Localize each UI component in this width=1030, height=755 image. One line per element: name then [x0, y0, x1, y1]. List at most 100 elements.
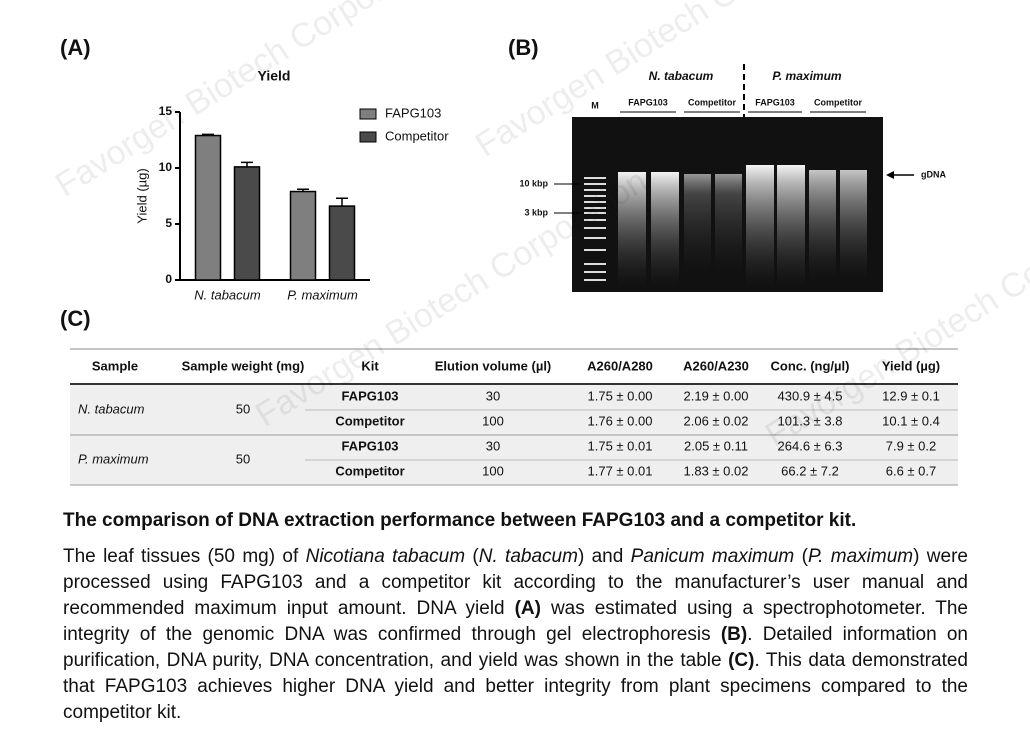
size-label: 3 kbp — [524, 207, 548, 217]
table-cell: 1.83 ± 0.02 — [684, 463, 749, 478]
figure: (A) (B) (C) Yield Yield (µg) 0 5 10 15 N. ta… — [49, 0, 1030, 486]
panel-label: (A) — [60, 35, 91, 60]
sample-name: N. tabacum — [78, 401, 145, 416]
table-cell: 2.06 ± 0.02 — [684, 413, 749, 428]
error-bar — [202, 133, 214, 136]
y-tick-label: 15 — [159, 104, 173, 118]
kit-name: FAPG103 — [341, 438, 398, 453]
table-cell: 1.75 ± 0.00 — [588, 388, 653, 403]
gel-group-label: N. tabacum — [649, 69, 714, 83]
table-cell: 264.6 ± 6.3 — [778, 438, 843, 453]
table-header: A260/A230 — [683, 358, 749, 373]
bar — [289, 190, 317, 281]
table-cell: 30 — [486, 438, 500, 453]
gel-lane — [809, 170, 836, 280]
x-tick-label: N. tabacum — [194, 287, 261, 302]
gel-lane — [840, 170, 867, 280]
caption-heading: The comparison of DNA extraction perform… — [63, 510, 857, 531]
gel-image: N. tabacum P. maximum M FAPG103 Competit… — [519, 64, 946, 292]
sample-name: P. maximum — [78, 451, 149, 466]
legend-label: FAPG103 — [385, 105, 441, 120]
panel-label: (C) — [60, 306, 91, 331]
gel-lane — [746, 165, 774, 287]
table-cell: 12.9 ± 0.1 — [882, 388, 940, 403]
gel-lane — [715, 174, 742, 274]
y-tick-label: 5 — [165, 216, 172, 230]
bar — [328, 205, 356, 281]
text: was estimated using a spectrophotometer.… — [63, 598, 968, 645]
species-name: Nicotiana tabacum — [305, 546, 466, 567]
table-cell: 10.1 ± 0.4 — [882, 413, 940, 428]
table-cell: 6.6 ± 0.7 — [886, 463, 937, 478]
table-cell: 2.19 ± 0.00 — [684, 388, 749, 403]
table-header: Sample — [92, 358, 138, 373]
table-cell: 1.77 ± 0.01 — [588, 463, 653, 478]
size-label: 10 kbp — [519, 178, 548, 188]
table-cell: 101.3 ± 3.8 — [778, 413, 843, 428]
data-table: Sample Sample weight (mg) Kit Elution volum… — [70, 348, 958, 486]
legend-swatch — [359, 108, 377, 120]
bar — [194, 134, 222, 281]
error-bar — [241, 161, 253, 167]
band-arrowhead — [886, 171, 894, 179]
table-cell: 7.9 ± 0.2 — [886, 438, 937, 453]
sample-weight: 50 — [236, 401, 250, 416]
panel-ref: (B) — [720, 624, 748, 645]
y-tick-label: 0 — [165, 272, 172, 286]
text: . Detailed information on purification, … — [63, 624, 968, 671]
text: . This data demonstrated that FAPG103 ac… — [63, 650, 968, 723]
band-label: gDNA — [921, 169, 946, 179]
table-cell: 2.05 ± 0.11 — [684, 438, 748, 453]
kit-name: Competitor — [335, 463, 404, 478]
y-axis-label: Yield (µg) — [134, 168, 149, 223]
text: The leaf tissues (50 mg) of — [63, 546, 306, 567]
bar — [233, 166, 261, 281]
table-cell: 100 — [482, 413, 504, 428]
table-header: Sample weight (mg) — [182, 358, 305, 373]
lane-label: Competitor — [814, 97, 862, 107]
marker-label: M — [591, 100, 599, 110]
caption: The comparison of DNA extraction perform… — [63, 508, 968, 726]
kit-name: FAPG103 — [341, 388, 398, 403]
chart-title: Yield — [258, 68, 291, 84]
table-header: Yield (µg) — [882, 358, 940, 373]
gel-group-label: P. maximum — [772, 69, 841, 83]
x-tick-label: P. maximum — [287, 287, 358, 302]
panel-label: (B) — [508, 35, 539, 60]
caption-body: The leaf tissues (50 mg) of Nicotiana ta… — [63, 544, 968, 726]
species-name: N. tabacum — [478, 546, 578, 567]
gel-lane — [777, 165, 805, 287]
text: ) and — [577, 546, 631, 567]
lane-label: FAPG103 — [628, 97, 668, 107]
marker-ladder — [584, 177, 606, 281]
species-name: P. maximum — [807, 546, 914, 567]
legend-swatch — [359, 131, 377, 143]
text: ( — [465, 546, 479, 567]
table-cell: 66.2 ± 7.2 — [781, 463, 839, 478]
text: ) were processed using FAPG103 and a com… — [63, 546, 968, 619]
table-cell: 30 — [486, 388, 500, 403]
lane-label: FAPG103 — [755, 97, 795, 107]
y-tick-label: 10 — [159, 160, 173, 174]
table-cell: 1.75 ± 0.01 — [588, 438, 653, 453]
table-header: Kit — [361, 358, 379, 373]
table-header: Conc. (ng/µl) — [771, 358, 850, 373]
gel-lane — [684, 174, 711, 274]
table-header: A260/A280 — [587, 358, 653, 373]
species-name: Panicum maximum — [630, 546, 795, 567]
lane-label: Competitor — [688, 97, 736, 107]
gel-lane — [651, 172, 679, 287]
table-cell: 1.76 ± 0.00 — [588, 413, 653, 428]
sample-weight: 50 — [236, 451, 250, 466]
panel-ref: (C) — [728, 650, 755, 671]
legend-label: Competitor — [385, 128, 449, 143]
text: ( — [794, 546, 808, 567]
table-header: Elution volume (µl) — [435, 358, 552, 373]
error-bar — [297, 188, 309, 192]
gel-lane — [618, 172, 646, 287]
error-bar — [336, 197, 348, 207]
panel-ref: (A) — [514, 598, 541, 619]
bar-chart: Yield Yield (µg) 0 5 10 15 N. tabacum P. maxi… — [134, 68, 449, 303]
table-cell: 100 — [482, 463, 504, 478]
